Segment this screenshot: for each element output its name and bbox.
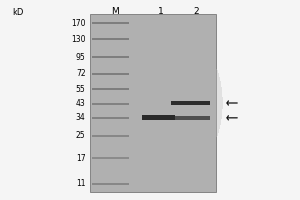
Bar (92, 56, 129, 58)
Text: 34: 34 (76, 113, 85, 122)
Text: 95: 95 (76, 53, 85, 62)
Text: 17: 17 (76, 154, 86, 163)
Bar (92, 135, 129, 137)
Text: 170: 170 (71, 19, 85, 28)
Bar (142, 115, 175, 120)
Text: M: M (112, 7, 119, 16)
Bar (92, 22, 129, 24)
Bar (171, 101, 210, 105)
Bar (92, 117, 129, 119)
Text: 130: 130 (71, 35, 85, 44)
Bar (92, 73, 129, 75)
Bar (92, 103, 129, 105)
Text: 72: 72 (76, 69, 86, 78)
Text: 55: 55 (76, 85, 85, 94)
Text: 2: 2 (194, 7, 199, 16)
Bar (171, 116, 210, 120)
Bar (90, 14, 216, 192)
Text: kD: kD (12, 8, 23, 17)
Text: 1: 1 (158, 7, 164, 16)
Bar (92, 157, 129, 159)
Text: 43: 43 (76, 99, 85, 108)
Bar (92, 88, 129, 90)
Bar (92, 183, 129, 185)
Text: 11: 11 (76, 179, 86, 188)
Bar (92, 38, 129, 40)
Text: 25: 25 (76, 131, 86, 140)
